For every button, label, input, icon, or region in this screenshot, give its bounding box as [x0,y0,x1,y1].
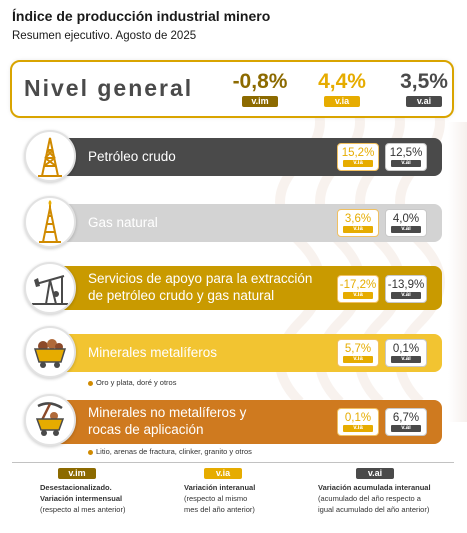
sector-via-value: 0,1% [344,412,372,424]
sector-via-badge: v.ia [343,292,373,299]
side-gradient [448,122,467,422]
general-level-label: Nivel general [24,75,194,101]
legend-via-badge: v.ia [204,468,242,479]
note-bullet-icon [88,380,93,386]
sector-note-text: Oro y plata, doré y otros [96,378,177,387]
sector-vai-badge: v.ai [391,160,421,167]
sector-vai-value: 12,5% [389,147,423,159]
sector-label-servicios-line1: Servicios de apoyo para la extracción [88,271,313,286]
sector-vai-box-gas: 4,0% v.ai [385,209,427,237]
general-via-value: 4,4% [318,70,366,93]
gas-rig-icon [24,196,76,248]
sector-label-no-metaliferos-line1: Minerales no metalíferos y [88,405,247,420]
sector-vai-badge: v.ai [391,356,421,363]
sector-via-value: 5,7% [344,343,372,355]
page-title: Índice de producción industrial minero [12,8,271,24]
sector-label-no-metaliferos-line2: rocas de aplicación [88,422,204,437]
sector-label-servicios-line2: de petróleo crudo y gas natural [88,288,275,303]
legend-vai-text: Variación acumulada interanual (acumulad… [318,482,431,515]
sector-vai-box-metaliferos: 0,1% v.ai [385,339,427,367]
sector-note-metaliferos: Oro y plata, doré y otros [88,378,176,387]
sector-via-badge: v.ia [343,356,373,363]
sector-via-value: 15,2% [341,147,375,159]
sector-via-badge: v.ia [343,160,373,167]
sector-vai-value: 4,0% [392,213,420,225]
general-vai-value: 3,5% [400,70,448,93]
legend-vim-line2: Variación intermensual [40,494,123,503]
sector-via-value: -17,2% [339,279,377,291]
legend-vim-line1: Desestacionalizado. [40,483,112,492]
general-vai-badge: v.ai [406,96,442,107]
sector-vai-badge: v.ai [391,292,421,299]
legend-vim-badge: v.im [58,468,96,479]
sector-vai-value: 6,7% [392,412,420,424]
legend-via-line3: mes del año anterior) [184,505,255,514]
sector-via-box-no-metaliferos: 0,1% v.ia [337,408,379,436]
legend-vim-text: Desestacionalizado. Variación intermensu… [40,482,125,515]
note-bullet-icon [88,449,93,455]
legend-divider [12,462,454,463]
sector-vai-badge: v.ai [391,226,421,233]
sector-via-box-gas: 3,6% v.ia [337,209,379,237]
sector-via-box-servicios: -17,2% v.ia [337,275,379,303]
sector-via-badge: v.ia [343,226,373,233]
sector-label-gas: Gas natural [88,215,158,230]
sector-note-no-metaliferos: Litio, arenas de fractura, clinker, gran… [88,447,252,456]
sector-vai-box-petroleo: 12,5% v.ai [385,143,427,171]
sector-vai-value: -13,9% [387,279,425,291]
legend-vim-line3: (respecto al mes anterior) [40,505,126,514]
sector-vai-box-no-metaliferos: 6,7% v.ai [385,408,427,436]
legend-via-text: Variación interanual (respecto al mismo … [184,482,255,515]
sector-via-box-petroleo: 15,2% v.ia [337,143,379,171]
legend-via-line2: (respecto al mismo [184,494,248,503]
sector-label-metaliferos: Minerales metalíferos [88,345,218,360]
sector-via-badge: v.ia [343,425,373,432]
legend-via-line1: Variación interanual [184,483,256,492]
legend-vai-badge: v.ai [356,468,394,479]
sector-label-petroleo: Petróleo crudo [88,149,176,164]
sector-vai-value: 0,1% [392,343,420,355]
general-vim-value: -0,8% [232,70,288,93]
sector-via-value: 3,6% [344,213,372,225]
sector-vai-badge: v.ai [391,425,421,432]
legend-vai-line3: igual acumulado del año anterior) [318,505,430,514]
pumpjack-icon [24,262,76,314]
general-via-badge: v.ia [324,96,360,107]
sector-via-box-metaliferos: 5,7% v.ia [337,339,379,367]
pickaxe-cart-icon [24,394,76,446]
general-level-panel: Nivel general -0,8% v.im 4,4% v.ia 3,5% … [10,60,454,118]
general-vim-badge: v.im [242,96,278,107]
legend-vai-line1: Variación acumulada interanual [318,483,431,492]
oil-derrick-icon [24,130,76,182]
page-subtitle: Resumen ejecutivo. Agosto de 2025 [12,30,197,42]
mine-cart-icon [24,326,76,378]
sector-vai-box-servicios: -13,9% v.ai [385,275,427,303]
legend-vai-line2: (acumulado del año respecto a [318,494,421,503]
sector-note-text: Litio, arenas de fractura, clinker, gran… [96,447,252,456]
